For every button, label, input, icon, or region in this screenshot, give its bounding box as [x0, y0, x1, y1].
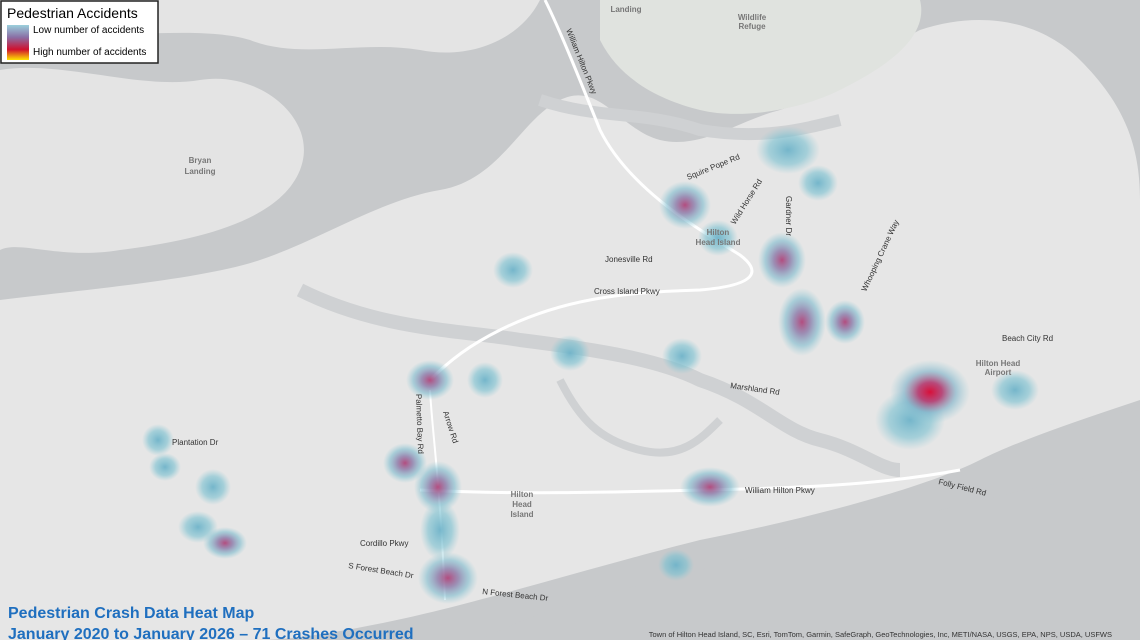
place-label: Island	[510, 510, 533, 519]
heat-spot	[493, 252, 533, 288]
map-title: Pedestrian Crash Data Heat Map	[8, 605, 255, 622]
heat-spot	[658, 549, 694, 581]
place-label: Hilton	[707, 228, 730, 237]
land	[0, 67, 304, 253]
heat-spot	[414, 461, 462, 513]
road-label: William Hilton Pkwy	[745, 486, 815, 495]
place-label: Hilton	[511, 490, 534, 499]
heat-spot	[680, 467, 740, 507]
heat-spot	[406, 360, 454, 400]
place-label: Airport	[985, 368, 1012, 377]
heat-spot	[698, 220, 738, 256]
heat-spot	[991, 370, 1039, 410]
road-label: Cordillo Pkwy	[360, 539, 408, 548]
legend: Pedestrian Accidents Low number of accid…	[0, 0, 159, 64]
road	[428, 0, 754, 382]
place-label: Landing	[184, 167, 215, 176]
heat-spot	[149, 453, 181, 481]
heat-spot	[383, 443, 427, 483]
legend-high: High number of accidents	[33, 47, 146, 58]
place-label: Head	[512, 500, 532, 509]
heat-spot	[550, 335, 590, 371]
place-label: Landing	[610, 5, 641, 14]
legend-ramp	[7, 25, 29, 60]
place-label: Refuge	[738, 22, 766, 31]
heat-spot	[758, 232, 806, 288]
heat-spot	[662, 338, 702, 374]
heat-spot	[420, 500, 460, 560]
heat-spot	[418, 552, 478, 604]
heat-spot	[756, 126, 820, 174]
legend-title: Pedestrian Accidents	[7, 5, 138, 21]
place-label: Hilton Head	[976, 359, 1021, 368]
map-subtitle: January 2020 to January 2026 – 71 Crashe…	[8, 626, 414, 640]
road-label: Plantation Dr	[172, 438, 219, 447]
heat-spot	[195, 469, 231, 505]
place-label: Wildlife	[738, 13, 767, 22]
road-label: Jonesville Rd	[605, 255, 653, 264]
heat-spot	[659, 181, 711, 229]
road-label: Gardner Dr	[784, 196, 793, 236]
road-label: Cross Island Pkwy	[594, 287, 660, 296]
ocean	[480, 470, 1140, 640]
refuge	[600, 0, 922, 114]
road-label: Palmetto Bay Rd	[414, 394, 425, 454]
attribution: Town of Hilton Head Island, SC, Esri, To…	[649, 630, 1112, 639]
place-label: Bryan	[189, 156, 212, 165]
heat-spot	[798, 165, 838, 201]
creek	[556, 378, 723, 457]
heat-spot	[825, 300, 865, 344]
heat-layer	[142, 126, 1039, 604]
heat-spot	[203, 527, 247, 559]
place-label: Head Island	[696, 238, 741, 247]
heat-spot	[142, 424, 174, 456]
heat-spot	[467, 362, 503, 398]
heat-spot	[778, 288, 826, 356]
road-label: Beach City Rd	[1002, 334, 1053, 343]
heat-spot	[890, 360, 970, 424]
legend-low: Low number of accidents	[33, 25, 144, 36]
